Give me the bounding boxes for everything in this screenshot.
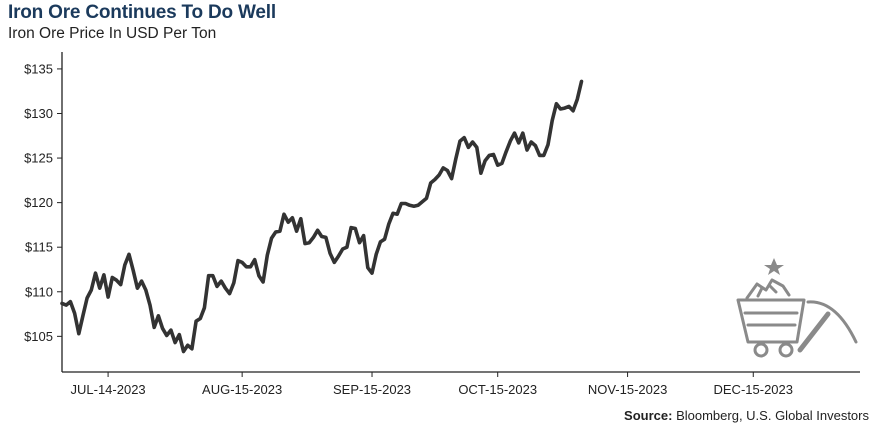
y-tick-label: $110 <box>25 284 53 299</box>
mining-cart-pickaxe-icon <box>736 258 858 358</box>
y-tick-label: $105 <box>24 329 53 344</box>
sparkle-icon <box>764 258 784 275</box>
x-tick-label: JUL-14-2023 <box>71 382 146 397</box>
cart-wheel-icon <box>753 342 769 358</box>
pickaxe-head-icon <box>806 300 858 344</box>
chart-axes: $105 $110 $115 $120 $125 $130 $135 JUL-14-2023 A… <box>24 52 860 397</box>
plot-area <box>60 79 584 354</box>
pickaxe-handle-icon <box>797 311 831 353</box>
y-tick-label: $125 <box>24 151 53 166</box>
x-tick-label: OCT-15-2023 <box>458 382 537 397</box>
cart-wheel-icon <box>778 342 794 358</box>
ore-rocks-icon <box>745 278 791 300</box>
price-series-line <box>60 79 584 354</box>
chart-title: Iron Ore Continues To Do Well <box>8 2 276 23</box>
ore-detail-icon <box>756 284 778 298</box>
x-tick-label: AUG-15-2023 <box>202 382 282 397</box>
y-tick-label: $120 <box>24 195 53 210</box>
y-tick-label: $130 <box>24 106 53 121</box>
source-note: Source: Bloomberg, U.S. Global Investors <box>624 408 869 423</box>
source-text: Bloomberg, U.S. Global Investors <box>676 408 869 423</box>
x-tick-label: NOV-15-2023 <box>588 382 668 397</box>
source-label: Source: <box>624 408 673 423</box>
y-tick-label: $115 <box>25 240 53 255</box>
x-tick-label: DEC-15-2023 <box>714 382 794 397</box>
x-tick-label: SEP-15-2023 <box>333 382 411 397</box>
chart-subtitle: Iron Ore Price In USD Per Ton <box>8 25 217 42</box>
cart-body-icon <box>736 298 806 344</box>
y-tick-label: $135 <box>24 61 53 76</box>
